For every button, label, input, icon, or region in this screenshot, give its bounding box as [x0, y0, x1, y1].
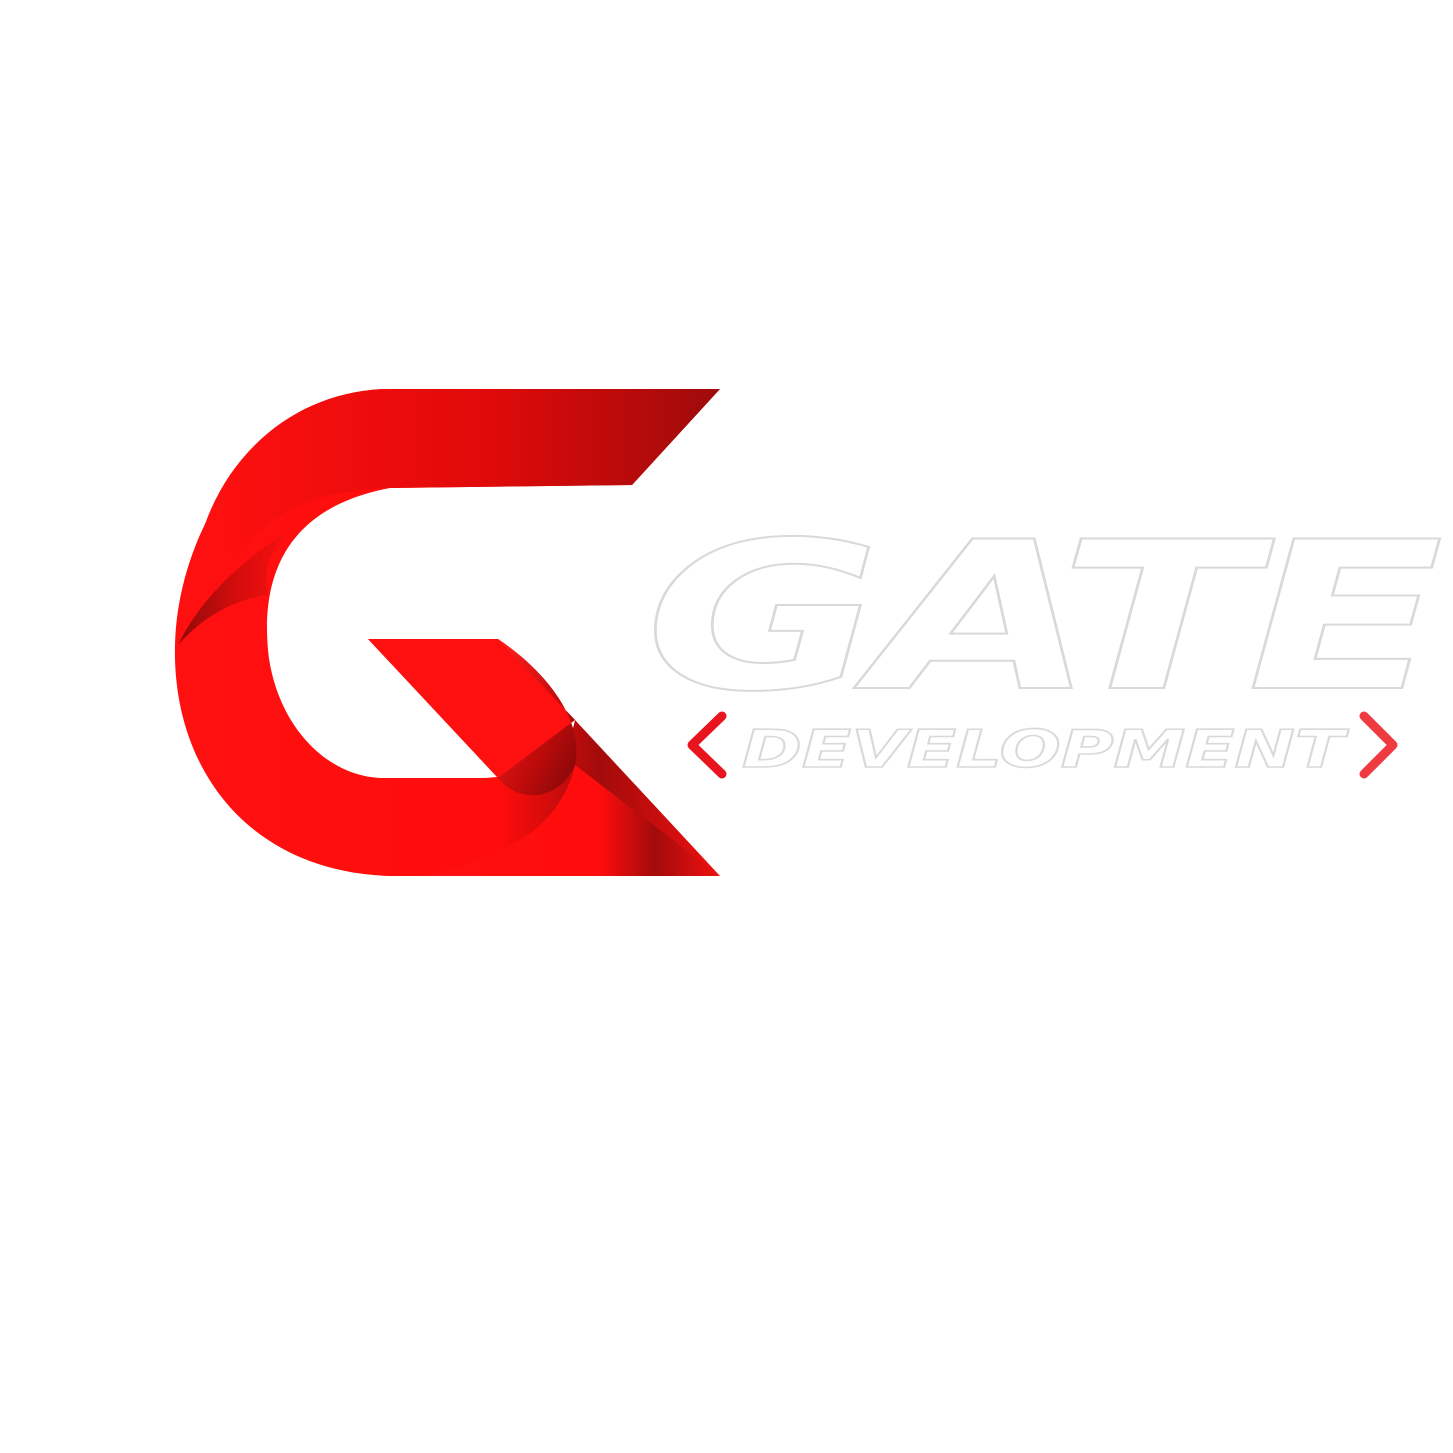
- tagline-text: DEVELOPMENT: [742, 720, 1349, 780]
- chevron-left-icon: [687, 711, 727, 779]
- chevron-right-icon: [1359, 711, 1398, 779]
- g-mark-icon: [174, 389, 720, 876]
- wordmark-text: GATE: [645, 499, 1441, 737]
